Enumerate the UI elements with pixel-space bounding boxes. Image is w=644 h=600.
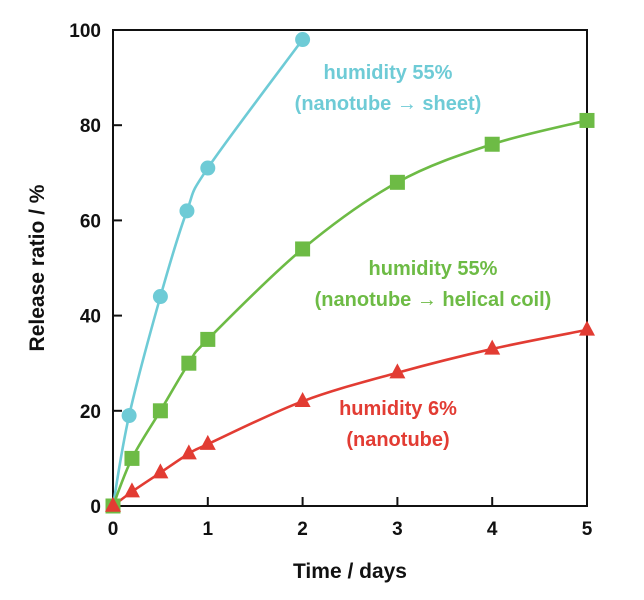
y-tick-label: 80 — [80, 116, 101, 137]
x-axis-title: Time / days — [293, 560, 407, 583]
data-point-square — [295, 241, 311, 257]
data-point-triangle — [484, 339, 501, 355]
data-point-circle — [152, 289, 168, 305]
data-point-triangle — [123, 482, 140, 498]
data-point-triangle — [199, 434, 216, 450]
data-point-square — [389, 174, 405, 190]
data-point-triangle — [105, 496, 121, 512]
y-tick-label: 40 — [80, 307, 101, 328]
x-tick-label: 1 — [203, 519, 214, 540]
data-point-square — [200, 331, 216, 347]
annotation-label: (nanotube) — [346, 429, 449, 451]
annotation-label: (nanotube → helical coil) — [315, 289, 552, 311]
annotation-label: humidity 55% — [369, 258, 498, 280]
data-point-square — [124, 450, 140, 466]
plot-frame — [112, 29, 588, 507]
x-tick-label: 4 — [487, 519, 498, 540]
y-axis-title: Release ratio / % — [26, 184, 49, 351]
y-tick-label: 0 — [90, 497, 101, 518]
x-tick-label: 2 — [297, 519, 308, 540]
x-tick-label: 3 — [392, 519, 403, 540]
x-tick-label: 5 — [582, 519, 593, 540]
annotation-label: humidity 6% — [339, 398, 457, 420]
annotation-label: humidity 55% — [324, 62, 453, 84]
data-point-triangle — [294, 391, 311, 407]
data-point-square — [181, 355, 197, 371]
y-tick-label: 60 — [80, 211, 101, 232]
data-point-square — [579, 112, 595, 128]
data-point-circle — [200, 160, 216, 176]
data-point-square — [152, 403, 168, 419]
annotation-label: (nanotube → sheet) — [295, 93, 482, 115]
x-tick-label: 0 — [108, 519, 119, 540]
y-tick-label: 100 — [69, 21, 101, 42]
series-line-1 — [111, 119, 588, 507]
series-line-2 — [112, 328, 588, 508]
data-point-triangle — [180, 444, 197, 460]
data-point-circle — [179, 203, 195, 219]
data-point-circle — [295, 32, 311, 48]
data-point-triangle — [152, 463, 169, 479]
data-point-square — [484, 136, 500, 152]
data-point-circle — [121, 408, 137, 424]
y-tick-label: 20 — [80, 402, 101, 423]
data-point-triangle — [389, 363, 406, 379]
data-point-triangle — [579, 320, 595, 336]
